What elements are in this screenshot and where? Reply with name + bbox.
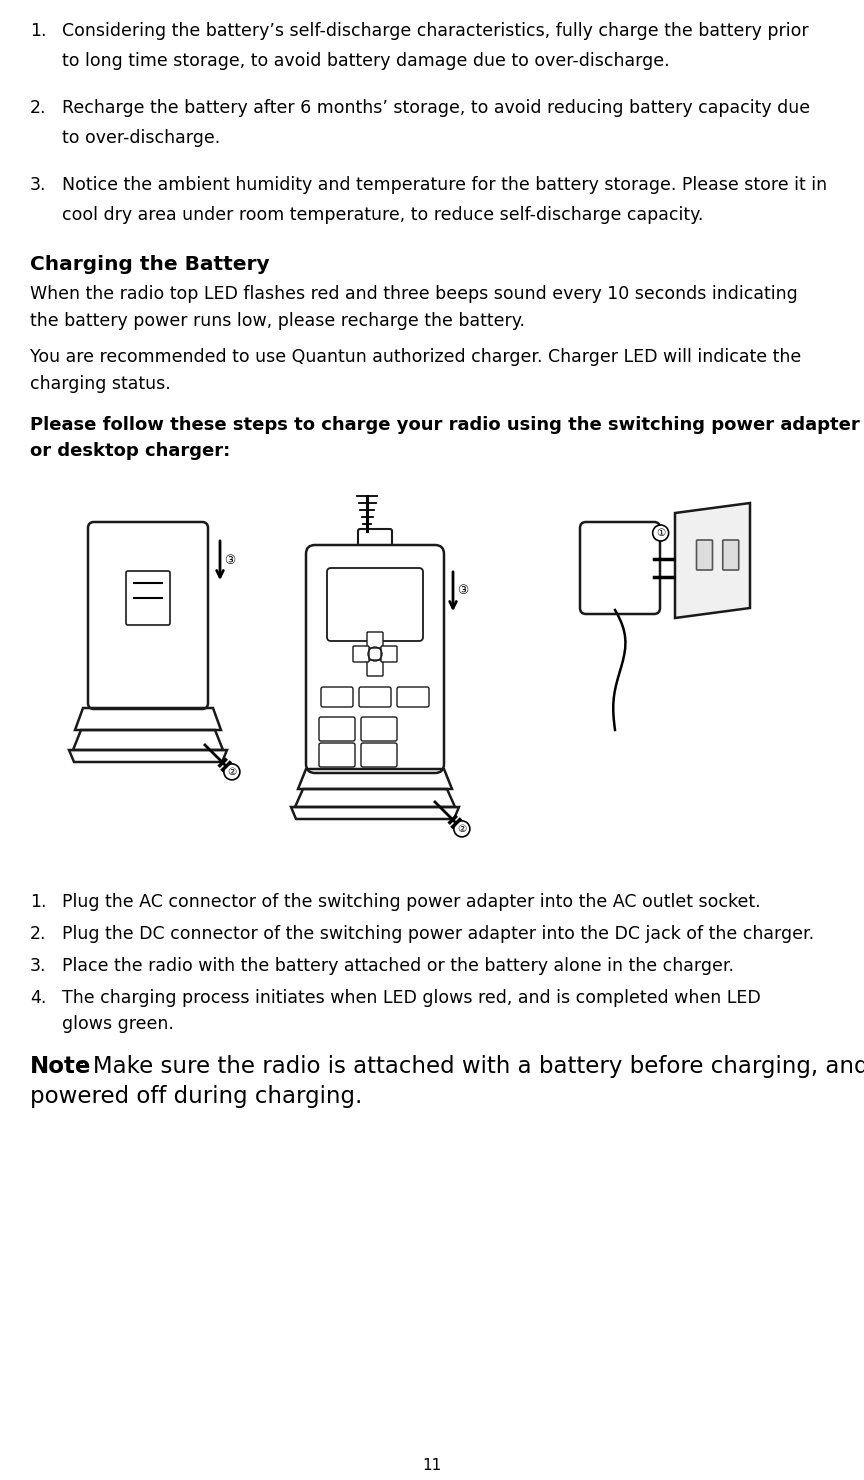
Polygon shape	[675, 503, 750, 619]
Text: Plug the DC connector of the switching power adapter into the DC jack of the cha: Plug the DC connector of the switching p…	[62, 925, 814, 943]
Text: to long time storage, to avoid battery damage due to over-discharge.: to long time storage, to avoid battery d…	[62, 52, 670, 70]
Text: cool dry area under room temperature, to reduce self-discharge capacity.: cool dry area under room temperature, to…	[62, 206, 703, 223]
Text: 1.: 1.	[30, 22, 47, 40]
FancyBboxPatch shape	[381, 645, 397, 662]
FancyBboxPatch shape	[126, 571, 170, 625]
Text: 2.: 2.	[30, 925, 47, 943]
Text: : Make sure the radio is attached with a battery before charging, and is: : Make sure the radio is attached with a…	[78, 1055, 864, 1077]
FancyBboxPatch shape	[367, 660, 383, 676]
Text: Note: Note	[30, 1055, 92, 1077]
Text: Recharge the battery after 6 months’ storage, to avoid reducing battery capacity: Recharge the battery after 6 months’ sto…	[62, 99, 810, 117]
FancyBboxPatch shape	[696, 540, 713, 570]
FancyBboxPatch shape	[306, 545, 444, 773]
Text: 1.: 1.	[30, 892, 47, 912]
FancyBboxPatch shape	[397, 687, 429, 707]
Text: glows green.: glows green.	[62, 1015, 174, 1033]
Text: ①: ①	[656, 528, 665, 539]
Text: Please follow these steps to charge your radio using the switching power adapter: Please follow these steps to charge your…	[30, 416, 860, 434]
FancyBboxPatch shape	[580, 522, 660, 614]
Text: ③: ③	[224, 554, 235, 567]
Text: The charging process initiates when LED glows red, and is completed when LED: The charging process initiates when LED …	[62, 989, 760, 1006]
FancyBboxPatch shape	[88, 522, 208, 709]
Text: ②: ②	[227, 767, 237, 777]
FancyBboxPatch shape	[367, 632, 383, 648]
Text: Considering the battery’s self-discharge characteristics, fully charge the batte: Considering the battery’s self-discharge…	[62, 22, 809, 40]
FancyBboxPatch shape	[359, 687, 391, 707]
FancyBboxPatch shape	[327, 568, 423, 641]
FancyBboxPatch shape	[358, 528, 392, 551]
Text: 2.: 2.	[30, 99, 47, 117]
Text: to over-discharge.: to over-discharge.	[62, 129, 220, 147]
FancyBboxPatch shape	[723, 540, 739, 570]
FancyBboxPatch shape	[319, 716, 355, 741]
Text: the battery power runs low, please recharge the battery.: the battery power runs low, please recha…	[30, 312, 525, 330]
Text: 3.: 3.	[30, 176, 47, 194]
Text: powered off during charging.: powered off during charging.	[30, 1085, 362, 1109]
Circle shape	[454, 821, 470, 836]
Text: 4.: 4.	[30, 989, 47, 1006]
FancyBboxPatch shape	[321, 687, 353, 707]
Text: charging status.: charging status.	[30, 374, 171, 394]
Text: When the radio top LED flashes red and three beeps sound every 10 seconds indica: When the radio top LED flashes red and t…	[30, 286, 797, 303]
FancyBboxPatch shape	[319, 743, 355, 767]
Text: Plug the AC connector of the switching power adapter into the AC outlet socket.: Plug the AC connector of the switching p…	[62, 892, 760, 912]
Text: Place the radio with the battery attached or the battery alone in the charger.: Place the radio with the battery attache…	[62, 958, 734, 975]
Circle shape	[224, 764, 240, 780]
Text: 3.: 3.	[30, 958, 47, 975]
Text: ③: ③	[457, 585, 468, 598]
FancyBboxPatch shape	[353, 645, 369, 662]
Circle shape	[652, 525, 669, 542]
Text: You are recommended to use Quantun authorized charger. Charger LED will indicate: You are recommended to use Quantun autho…	[30, 348, 801, 366]
FancyBboxPatch shape	[361, 716, 397, 741]
Text: or desktop charger:: or desktop charger:	[30, 443, 230, 460]
Text: Charging the Battery: Charging the Battery	[30, 255, 270, 274]
FancyBboxPatch shape	[361, 743, 397, 767]
Text: ②: ②	[457, 824, 467, 833]
Text: Notice the ambient humidity and temperature for the battery storage. Please stor: Notice the ambient humidity and temperat…	[62, 176, 827, 194]
Text: 11: 11	[422, 1458, 442, 1473]
